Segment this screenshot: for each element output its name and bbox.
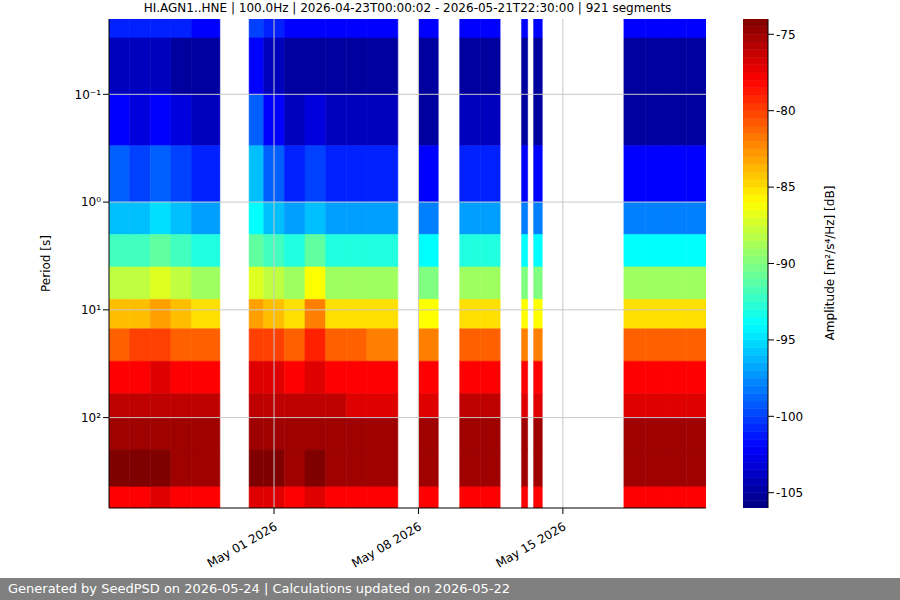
svg-text:-85: -85 <box>776 180 796 194</box>
svg-text:10⁻¹: 10⁻¹ <box>75 88 102 102</box>
svg-text:-100: -100 <box>776 410 803 424</box>
svg-text:-80: -80 <box>776 104 796 118</box>
svg-text:May 01 2026: May 01 2026 <box>205 519 280 570</box>
svg-text:10¹: 10¹ <box>81 303 101 317</box>
svg-text:-95: -95 <box>776 333 796 347</box>
html-text:Amplitude [m²/s⁴/Hz] [dB]: Amplitude [m²/s⁴/Hz] [dB] <box>823 185 837 341</box>
svg-text:10⁰: 10⁰ <box>81 195 101 209</box>
svg-text:10²: 10² <box>81 411 101 425</box>
svg-text:Period [s]: Period [s] <box>39 235 53 292</box>
svg-text:May 15 2026: May 15 2026 <box>494 519 569 570</box>
html-text:Generated by SeedPSD on 2026-0: Generated by SeedPSD on 2026-05-24 | Cal… <box>8 581 510 596</box>
svg-text:-75: -75 <box>776 28 796 42</box>
svg-text:-90: -90 <box>776 257 796 271</box>
svg-text:May 08 2026: May 08 2026 <box>349 519 424 570</box>
svg-text:-105: -105 <box>776 486 803 500</box>
html-text:HI.AGN1..HNE | 100.0Hz | 2026-: HI.AGN1..HNE | 100.0Hz | 2026-04-23T00:0… <box>143 1 672 15</box>
